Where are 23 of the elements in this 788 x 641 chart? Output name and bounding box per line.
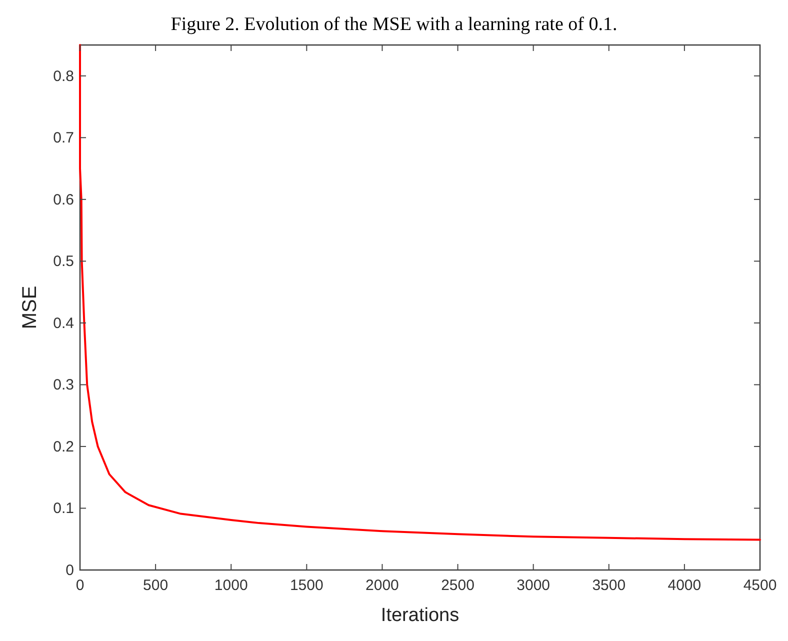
y-tick-label: 0.3	[53, 376, 74, 394]
line-series	[79, 44, 761, 541]
x-tick-label: 1500	[290, 577, 324, 594]
y-tick-label: 0.7	[53, 130, 74, 147]
x-tick-label: 4000	[668, 577, 702, 594]
y-tick-label: 0.4	[53, 314, 74, 332]
y-axis-title: MSE	[19, 286, 41, 330]
y-tick-label: 0.6	[53, 191, 74, 208]
x-tick-label: 4500	[743, 577, 777, 594]
x-axis-title: Iterations	[380, 605, 460, 626]
x-tick-label: 0	[76, 577, 84, 594]
chart-title: Figure 2. Evolution of the MSE with a learning rate of 0.1.	[170, 14, 618, 35]
y-tick-label: 0	[66, 562, 74, 579]
x-tick-label: 2000	[366, 577, 399, 594]
x-tick-label: 1000	[214, 577, 248, 594]
x-tick-label: 500	[143, 577, 168, 594]
y-tick-label: 0.1	[53, 500, 74, 518]
y-tick-label: 0.5	[53, 253, 74, 270]
x-tick-label: 2500	[441, 577, 474, 594]
y-tick-label: 0.8	[53, 68, 74, 85]
x-tick-label: 3000	[516, 577, 550, 594]
x-tick-label: 3500	[592, 577, 626, 594]
y-tick-label: 0.2	[53, 438, 74, 456]
